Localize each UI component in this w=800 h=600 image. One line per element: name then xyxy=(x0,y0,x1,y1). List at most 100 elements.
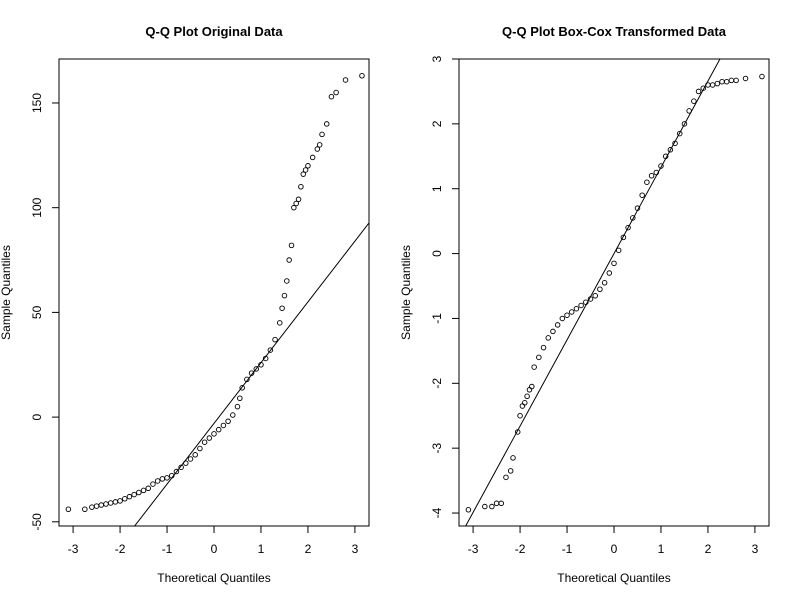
data-point xyxy=(587,296,594,302)
data-point xyxy=(281,292,288,299)
data-point xyxy=(82,506,88,512)
data-point xyxy=(211,431,217,437)
x-tick-label: 0 xyxy=(611,542,618,556)
data-point xyxy=(606,270,613,276)
data-point xyxy=(234,403,241,410)
data-point xyxy=(550,328,556,335)
data-point xyxy=(65,506,72,512)
data-point xyxy=(173,468,180,475)
data-point xyxy=(230,412,236,418)
data-point xyxy=(295,196,302,203)
y-tick-label: 1 xyxy=(430,185,444,192)
y-tick-label: 2 xyxy=(430,120,444,127)
data-point xyxy=(658,163,664,169)
data-point xyxy=(131,491,137,498)
data-point xyxy=(197,445,203,452)
data-point xyxy=(759,73,765,80)
data-point xyxy=(122,496,128,502)
chart-title: Q-Q Plot Original Data xyxy=(145,24,283,39)
data-point xyxy=(644,179,650,185)
data-point xyxy=(126,493,133,500)
x-tick-label: -2 xyxy=(115,542,126,556)
x-tick-label: 1 xyxy=(258,542,265,556)
data-point xyxy=(291,204,297,211)
data-point xyxy=(620,234,627,241)
data-point xyxy=(686,108,692,114)
points-layer xyxy=(465,73,765,513)
reference-line xyxy=(465,59,721,526)
x-tick-label: -2 xyxy=(515,542,526,556)
x-tick-label: 2 xyxy=(305,542,312,556)
data-point xyxy=(489,503,495,510)
x-tick-label: -3 xyxy=(68,542,79,556)
y-tick-label: 3 xyxy=(430,55,444,62)
y-axis-label: Sample Quantiles xyxy=(399,245,413,340)
data-point xyxy=(568,309,575,315)
data-point xyxy=(187,456,194,462)
data-point xyxy=(648,172,655,179)
data-point xyxy=(597,286,603,293)
data-point xyxy=(279,305,285,311)
data-point xyxy=(540,344,547,351)
data-point xyxy=(267,347,274,353)
y-tick-label: 100 xyxy=(30,197,44,217)
qq-plot-boxcox-panel: Q-Q Plot Box-Cox Transformed Data Theore… xyxy=(399,24,770,585)
data-point xyxy=(529,383,535,390)
data-point xyxy=(140,487,147,494)
data-point xyxy=(662,153,669,160)
data-point xyxy=(145,485,151,492)
data-point xyxy=(653,169,660,176)
data-point xyxy=(293,200,299,207)
data-point xyxy=(248,370,255,376)
data-point xyxy=(309,154,316,161)
data-point xyxy=(482,503,488,510)
y-axis-label: Sample Quantiles xyxy=(0,245,13,340)
data-point xyxy=(510,455,516,461)
data-point xyxy=(611,260,617,267)
data-point xyxy=(168,472,175,479)
data-point xyxy=(150,481,156,487)
y-tick-label: -50 xyxy=(30,513,44,531)
x-tick-label: -3 xyxy=(468,542,479,556)
y-tick-label: 150 xyxy=(30,93,44,113)
data-point xyxy=(700,85,706,91)
y-axis: -50 0 50 100 150 xyxy=(30,93,59,531)
data-point xyxy=(277,320,283,326)
reference-line-layer xyxy=(465,59,721,526)
y-tick-label: -1 xyxy=(430,313,444,324)
data-point xyxy=(316,142,323,148)
data-point xyxy=(305,163,311,169)
points-layer xyxy=(65,73,365,512)
data-point xyxy=(681,121,688,127)
data-point xyxy=(288,242,295,249)
data-point xyxy=(201,439,208,445)
data-point xyxy=(302,167,309,173)
reference-line xyxy=(134,222,369,526)
data-point xyxy=(592,292,598,299)
y-tick-label: -3 xyxy=(430,443,444,454)
y-tick-label: 50 xyxy=(30,305,44,319)
data-point xyxy=(183,460,189,466)
data-point xyxy=(695,88,702,95)
x-tick-label: 1 xyxy=(658,542,665,556)
data-point xyxy=(300,171,306,177)
y-tick-label: -2 xyxy=(430,378,444,389)
data-point xyxy=(578,302,584,309)
data-point xyxy=(178,464,184,471)
data-point xyxy=(359,73,365,79)
data-point xyxy=(298,183,304,190)
data-point xyxy=(536,354,542,361)
data-point xyxy=(583,299,589,305)
data-point xyxy=(667,147,674,153)
data-point xyxy=(507,468,514,474)
data-point xyxy=(742,75,749,82)
qq-plot-original-panel: Q-Q Plot Original Data Theoretical Quant… xyxy=(0,24,370,585)
data-point xyxy=(672,140,678,147)
x-tick-label: -1 xyxy=(162,542,173,556)
data-point xyxy=(714,80,721,87)
x-axis-label: Theoretical Quantiles xyxy=(157,571,270,585)
y-tick-label: 0 xyxy=(430,250,444,257)
data-point xyxy=(215,426,222,433)
